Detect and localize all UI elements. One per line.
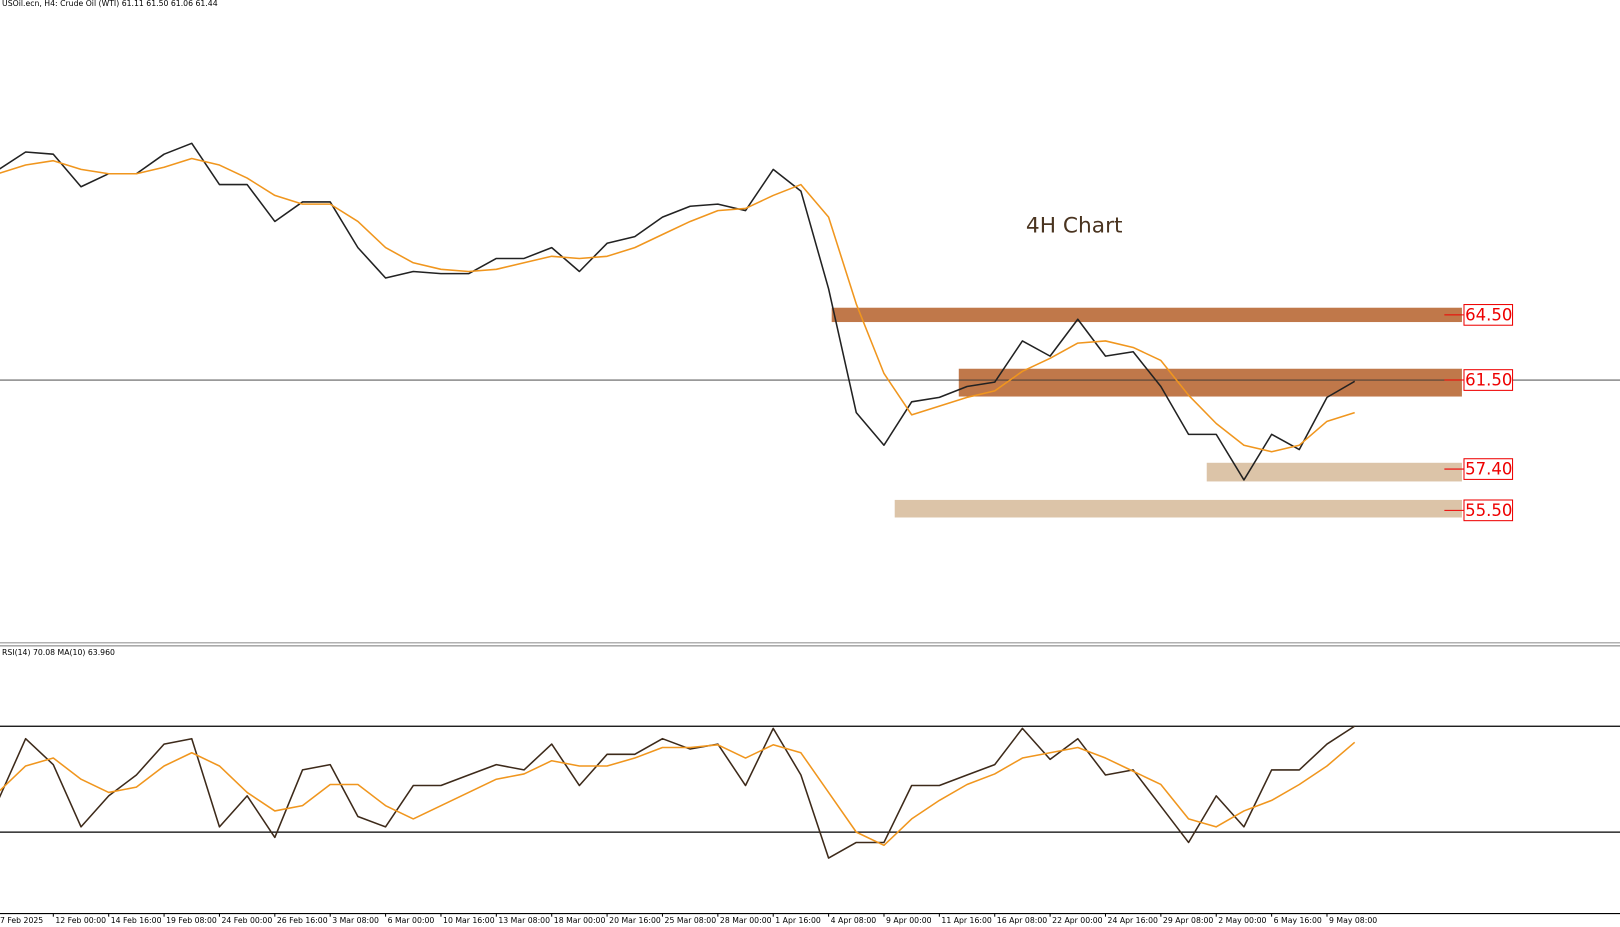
zone-label-box bbox=[1463, 499, 1514, 522]
zone-label: 57.40 bbox=[1465, 460, 1512, 479]
zone bbox=[958, 368, 1462, 397]
x-tick-label: 4 Apr 08:00 bbox=[831, 916, 877, 925]
x-tick-label: 7 Feb 2025 bbox=[0, 916, 43, 925]
zone-label-box bbox=[1463, 369, 1514, 391]
zone bbox=[1206, 462, 1462, 482]
x-tick-label: 10 Mar 16:00 bbox=[443, 916, 495, 925]
x-tick-label: 28 Mar 00:00 bbox=[720, 916, 772, 925]
x-tick-label: 26 Feb 16:00 bbox=[277, 916, 328, 925]
x-tick-label: 2 May 00:00 bbox=[1218, 916, 1266, 925]
zone-label-box bbox=[1463, 304, 1514, 326]
series-line bbox=[0, 142, 1356, 481]
zone-label-box bbox=[1463, 458, 1514, 480]
x-tick-label: 18 Mar 00:00 bbox=[554, 916, 606, 925]
zone bbox=[894, 499, 1462, 518]
zone-label: 55.50 bbox=[1465, 501, 1512, 520]
x-tick-label: 24 Feb 00:00 bbox=[222, 916, 273, 925]
zone-label: 64.50 bbox=[1465, 305, 1512, 324]
x-tick-label: 29 Apr 08:00 bbox=[1163, 916, 1214, 925]
x-tick-label: 6 May 16:00 bbox=[1274, 916, 1322, 925]
x-tick-label: 11 Apr 16:00 bbox=[941, 916, 992, 925]
x-tick-label: 6 Mar 00:00 bbox=[388, 916, 435, 925]
x-tick-label: 22 Apr 00:00 bbox=[1052, 916, 1103, 925]
x-tick-label: 9 Apr 00:00 bbox=[886, 916, 932, 925]
x-tick-label: 13 Mar 08:00 bbox=[498, 916, 550, 925]
x-tick-label: 19 Feb 08:00 bbox=[166, 916, 217, 925]
zone bbox=[831, 307, 1462, 323]
x-tick-label: 25 Mar 08:00 bbox=[665, 916, 717, 925]
x-tick-label: 24 Apr 16:00 bbox=[1108, 916, 1159, 925]
indicator-title: RSI(14) 70.08 MA(10) 63.960 bbox=[2, 648, 115, 657]
series-line bbox=[0, 157, 1355, 453]
chart-title: USOil.ecn, H4: Crude Oil (WTI) 61.11 61.… bbox=[2, 0, 218, 8]
x-tick-label: 14 Feb 16:00 bbox=[111, 916, 162, 925]
zone-label: 61.50 bbox=[1465, 371, 1512, 390]
x-tick-label: 1 Apr 16:00 bbox=[775, 916, 821, 925]
x-tick-label: 16 Apr 08:00 bbox=[997, 916, 1048, 925]
x-tick-label: 3 Mar 08:00 bbox=[332, 916, 379, 925]
x-tick-label: 9 May 08:00 bbox=[1329, 916, 1377, 925]
x-tick-label: 20 Mar 16:00 bbox=[609, 916, 661, 925]
series-line bbox=[0, 725, 1356, 859]
series-line bbox=[0, 741, 1356, 847]
x-tick-label: 12 Feb 00:00 bbox=[55, 916, 106, 925]
annotation: 4H Chart bbox=[1026, 213, 1123, 238]
